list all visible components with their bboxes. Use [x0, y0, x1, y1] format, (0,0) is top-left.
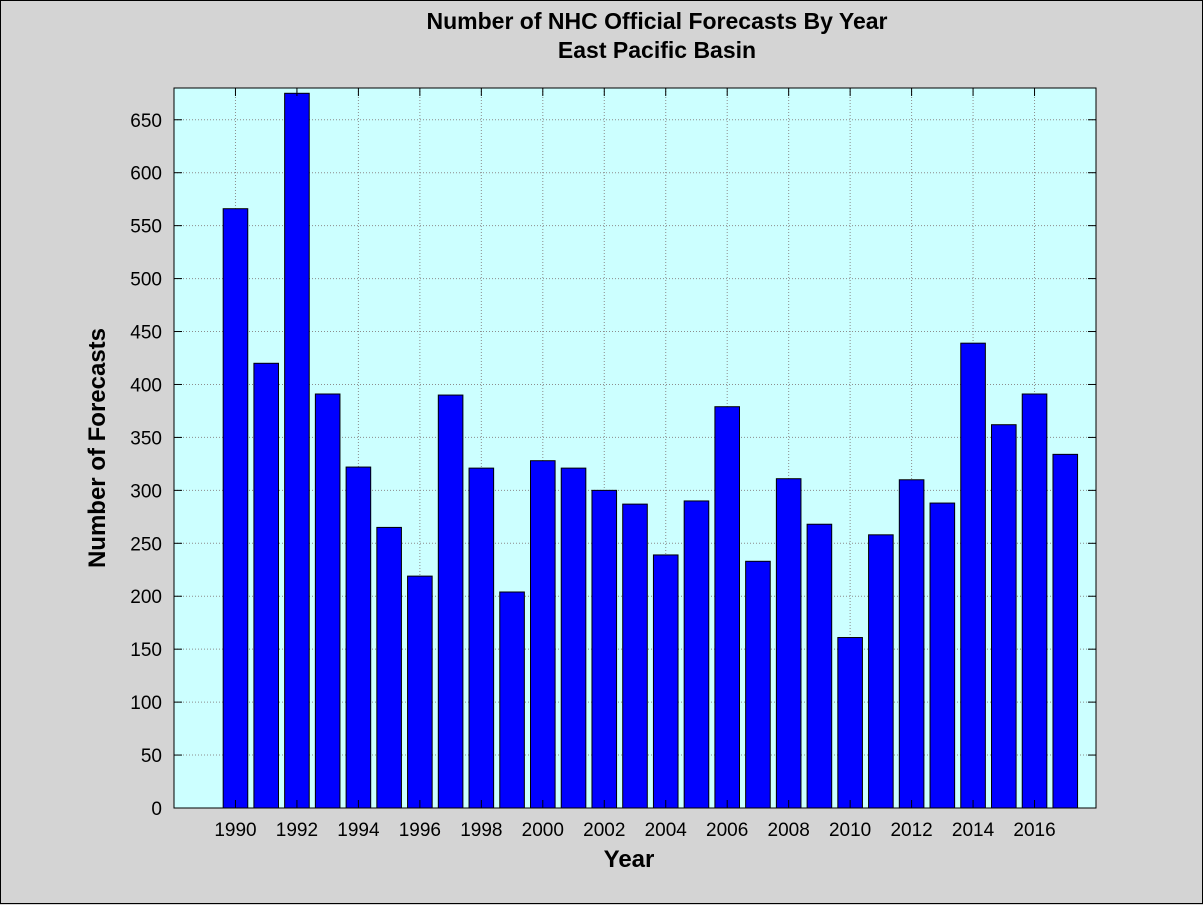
- y-tick-label: 300: [130, 481, 162, 502]
- x-tick-label: 2012: [890, 820, 932, 841]
- x-tick-label: 2000: [522, 820, 564, 841]
- chart-title: Number of NHC Official Forecasts By Year: [427, 8, 888, 34]
- x-tick-label: 1994: [337, 820, 380, 841]
- x-tick-label: 1992: [276, 820, 318, 841]
- x-tick-label: 1990: [214, 820, 256, 841]
- x-axis-ticks: 1990 1992 1994 1996 1998 2000 2002 2004 2006 2008…: [214, 88, 1056, 841]
- y-tick-label: 500: [130, 270, 162, 291]
- y-tick-label: 550: [130, 217, 162, 238]
- y-tick-label: 250: [130, 534, 162, 555]
- bar-1996: [407, 575, 433, 809]
- y-tick-label: 350: [130, 428, 162, 449]
- bar-2017: [1052, 453, 1079, 809]
- bar-2013: [929, 502, 956, 809]
- y-tick-label: 50: [141, 746, 162, 767]
- bar-1992: [284, 92, 310, 809]
- bar-2010: [837, 637, 863, 809]
- bar-2001: [560, 467, 587, 809]
- bar-2016: [1021, 393, 1048, 809]
- x-tick-label: 2002: [583, 820, 625, 841]
- y-axis-label: Number of Forecasts: [84, 328, 111, 568]
- bar-2005: [683, 500, 710, 809]
- bar-1997: [437, 394, 464, 809]
- bar-2000: [530, 460, 556, 809]
- bar-2014: [960, 342, 986, 809]
- x-axis-label: Year: [604, 846, 655, 873]
- x-tick-label: 2004: [645, 820, 688, 841]
- y-tick-label: 200: [130, 587, 162, 608]
- bar-1999: [499, 591, 525, 809]
- bar-2004: [652, 554, 679, 809]
- y-tick-label: 650: [130, 111, 162, 132]
- bar-1993: [314, 393, 341, 809]
- bar-1991: [253, 362, 279, 809]
- x-tick-label: 1998: [460, 820, 502, 841]
- x-tick-label: 2010: [829, 820, 871, 841]
- bar-1994: [345, 466, 372, 809]
- bar-2009: [806, 523, 833, 809]
- y-tick-label: 450: [130, 323, 162, 344]
- bar-2007: [745, 560, 771, 809]
- x-tick-label: 2016: [1013, 820, 1055, 841]
- bar-2002: [591, 489, 618, 809]
- bar-1998: [468, 467, 495, 809]
- y-axis-ticks: 0 50 100 150 200 250 300 350 400 450 500 550 600 650: [130, 111, 1096, 820]
- y-tick-label: 100: [130, 693, 162, 714]
- bar-1995: [376, 526, 402, 809]
- y-tick-label: 600: [130, 164, 162, 185]
- bar-2008: [775, 478, 802, 809]
- x-tick-label: 2006: [706, 820, 748, 841]
- bar-2003: [622, 503, 648, 809]
- y-tick-label: 150: [130, 640, 162, 661]
- y-tick-label: 400: [130, 375, 162, 396]
- bars: [173, 87, 1097, 809]
- y-tick-label: 0: [151, 799, 162, 820]
- bar-2011: [868, 534, 894, 809]
- chart-subtitle: East Pacific Basin: [558, 37, 756, 63]
- x-tick-label: 2008: [768, 820, 810, 841]
- bar-2012: [898, 479, 925, 809]
- bar-2006: [714, 406, 740, 809]
- bar-2015: [991, 424, 1017, 809]
- plot-border: [173, 87, 1097, 809]
- bar-1990: [222, 208, 249, 809]
- x-tick-label: 1996: [399, 820, 441, 841]
- x-tick-label: 2014: [952, 820, 995, 841]
